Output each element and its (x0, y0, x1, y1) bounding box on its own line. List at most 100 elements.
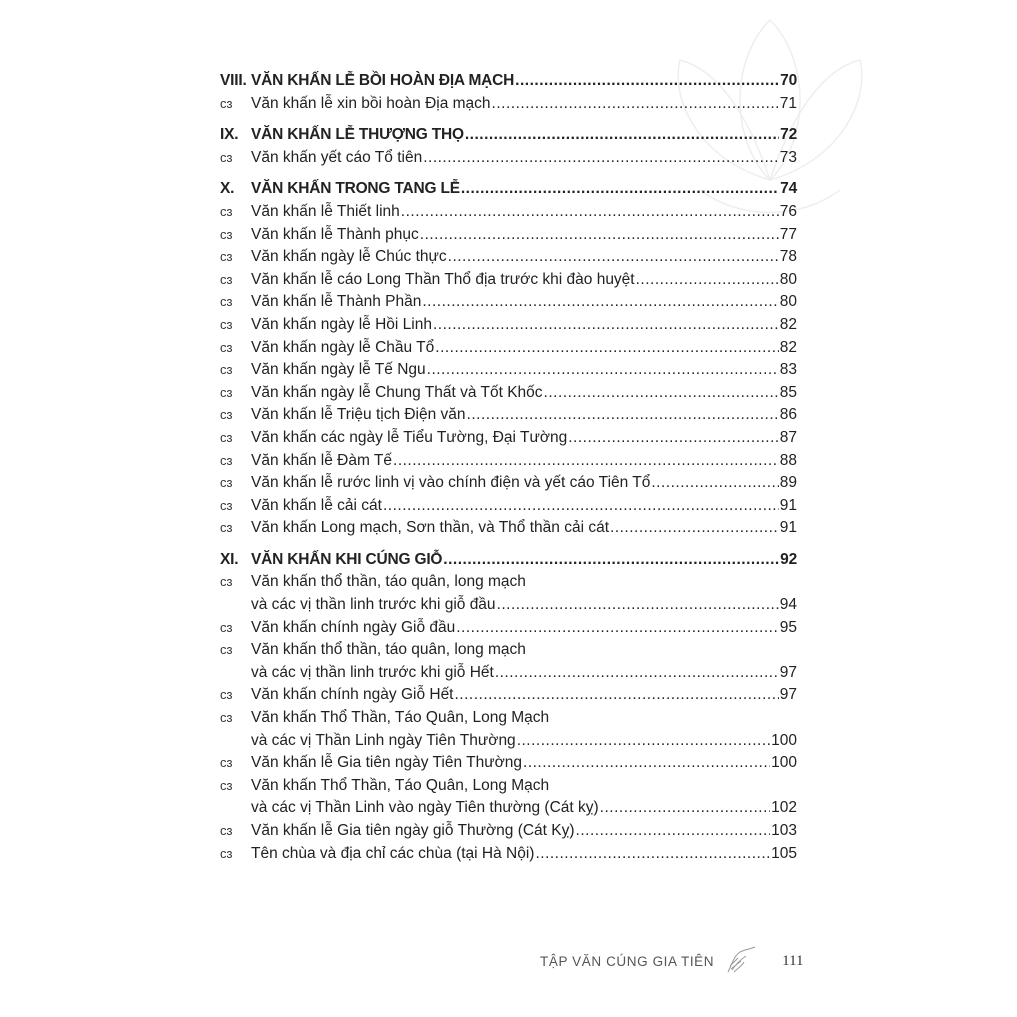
section-page: 92 (780, 550, 797, 568)
toc-entry[interactable]: cɜ Văn khấn chính ngày Giỗ Hết 97 (220, 684, 797, 707)
toc-entry[interactable]: cɜ Văn khấn ngày lễ Hồi Linh 82 (220, 314, 797, 337)
toc-entry[interactable]: cɜ Văn khấn lễ Thiết linh 76 (220, 201, 797, 224)
dot-leader (433, 314, 779, 337)
dot-leader (467, 404, 779, 427)
dot-leader (523, 752, 770, 775)
toc-entry[interactable]: cɜ Văn khấn lễ Gia tiên ngày Tiên Thường 1… (220, 752, 797, 775)
entry-line: cɜ Văn khấn thổ thần, táo quân, long mạch (220, 571, 797, 594)
toc-entry[interactable]: cɜ Văn khấn thổ thần, táo quân, long mạch… (220, 571, 797, 616)
ornament-bullet-icon: cɜ (220, 384, 233, 400)
entry-line: cɜ Văn khấn lễ xin bồi hoàn Địa mạch 71 (220, 93, 797, 116)
entry-title: Văn khấn ngày lễ Hồi Linh (251, 315, 432, 333)
toc-entry[interactable]: cɜ Văn khấn các ngày lễ Tiểu Tường, Đại T… (220, 427, 797, 450)
toc-entry[interactable]: cɜ Văn khấn Thổ Thần, Táo Quân, Long Mạch… (220, 707, 797, 752)
entry-line: cɜ Văn khấn ngày lễ Chầu Tổ 82 (220, 337, 797, 360)
entry-title: Văn khấn thổ thần, táo quân, long mạch (251, 573, 526, 591)
dot-leader (423, 147, 779, 170)
hand-incense-icon (727, 946, 756, 973)
entry-line: và các vị thần linh trước khi giỗ Hết 97 (220, 662, 797, 685)
section-page: 72 (780, 126, 797, 144)
toc-entry[interactable]: cɜ Văn khấn ngày lễ Chúc thực 78 (220, 246, 797, 269)
ornament-bullet-icon: cɜ (220, 203, 233, 219)
entry-title: Văn khấn yết cáo Tổ tiên (251, 148, 423, 166)
entry-title: Văn khấn lễ Gia tiên ngày giỗ Thường (Cá… (251, 822, 575, 839)
dot-leader (461, 178, 779, 201)
toc-entry[interactable]: cɜ Tên chùa và địa chỉ các chùa (tại Hà N… (220, 843, 797, 866)
ornament-bullet-icon: cɜ (220, 452, 233, 468)
page-number: 111 (782, 952, 804, 969)
ornament-bullet-icon: cɜ (220, 710, 233, 726)
entry-page: 91 (779, 496, 797, 514)
entry-line: cɜ Văn khấn lễ Thiết linh 76 (220, 201, 797, 224)
dot-leader (568, 427, 779, 450)
entry-line: cɜ Văn khấn các ngày lễ Tiểu Tường, Đại T… (220, 427, 797, 450)
section-number: X. (220, 180, 235, 198)
toc-entry[interactable]: cɜ Văn khấn lễ xin bồi hoàn Địa mạch 71 (220, 93, 797, 116)
entry-line: cɜ Văn khấn Thổ Thần, Táo Quân, Long Mạch (220, 707, 797, 730)
entry-title: Văn khấn các ngày lễ Tiểu Tường, Đại Tườ… (251, 428, 568, 446)
entry-line: cɜ Văn khấn lễ cải cát 91 (220, 495, 797, 518)
entry-line: cɜ Văn khấn thổ thần, táo quân, long mạch (220, 639, 797, 662)
entry-title: Văn khấn lễ cáo Long Thần Thổ địa trước … (251, 270, 635, 288)
entry-line: cɜ Văn khấn lễ Đàm Tế 88 (220, 450, 797, 473)
toc-entry[interactable]: cɜ Văn khấn ngày lễ Chầu Tổ 82 (220, 337, 797, 360)
entry-page: 71 (779, 94, 797, 112)
entry-title: Văn khấn Thổ Thần, Táo Quân, Long Mạch (251, 709, 550, 727)
entry-page: 103 (771, 822, 797, 839)
section-title: VĂN KHẤN TRONG TANG LỄ (251, 180, 460, 198)
ornament-bullet-icon: cɜ (220, 271, 233, 287)
dot-leader (427, 359, 779, 382)
dot-leader (651, 472, 778, 495)
toc-entry[interactable]: cɜ Văn khấn lễ cáo Long Thần Thổ địa trướ… (220, 269, 797, 292)
entry-line: cɜ Văn khấn lễ Thành phục 77 (220, 224, 797, 247)
entry-page: 100 (771, 754, 797, 772)
toc-entry[interactable]: cɜ Văn khấn lễ Gia tiên ngày giỗ Thường (… (220, 820, 797, 843)
ornament-bullet-icon: cɜ (220, 823, 233, 838)
ornament-bullet-icon: cɜ (220, 497, 233, 513)
toc-entry[interactable]: cɜ Văn khấn chính ngày Giỗ đầu 95 (220, 617, 797, 640)
dot-leader (465, 124, 779, 147)
toc-section: X. VĂN KHẤN TRONG TANG LỄ 74 cɜ Văn khấn lễ … (220, 178, 797, 540)
entry-page: 89 (779, 474, 797, 492)
dot-leader (448, 246, 779, 269)
dot-leader (610, 517, 779, 540)
dot-leader (495, 662, 779, 685)
ornament-bullet-icon: cɜ (220, 520, 233, 536)
entry-title: Văn khấn Thổ Thần, Táo Quân, Long Mạch (251, 776, 550, 794)
section-heading[interactable]: X. VĂN KHẤN TRONG TANG LỄ 74 (220, 178, 797, 201)
ornament-bullet-icon: cɜ (220, 475, 233, 491)
entry-title: và các vị thần linh trước khi giỗ Hết (251, 663, 494, 681)
toc-entry[interactable]: cɜ Văn khấn yết cáo Tổ tiên 73 (220, 147, 797, 170)
entry-title: Văn khấn lễ xin bồi hoàn Địa mạch (251, 94, 491, 112)
entry-line: cɜ Văn khấn lễ rước linh vị vào chính điệ… (220, 472, 797, 495)
toc-entry[interactable]: cɜ Văn khấn lễ rước linh vị vào chính điệ… (220, 472, 797, 495)
section-heading[interactable]: VIII.VĂN KHẤN LỄ BỒI HOÀN ĐỊA MẠCH 70 (220, 70, 797, 93)
toc-entry[interactable]: cɜ Văn khấn Thổ Thần, Táo Quân, Long Mạch… (220, 775, 797, 820)
dot-leader (600, 797, 770, 820)
entry-page: 73 (779, 148, 797, 166)
toc-entry[interactable]: cɜ Văn khấn ngày lễ Tế Ngu 83 (220, 359, 797, 382)
entry-line: cɜ Văn khấn lễ cáo Long Thần Thổ địa trướ… (220, 269, 797, 292)
toc-entry[interactable]: cɜ Văn khấn lễ cải cát 91 (220, 495, 797, 518)
toc-section: IX. VĂN KHẤN LỄ THƯỢNG THỌ 72 cɜ Văn khấn yế… (220, 124, 797, 169)
toc-entry[interactable]: cɜ Văn khấn lễ Đàm Tế 88 (220, 450, 797, 473)
entry-title: Văn khấn lễ Thành phục (251, 225, 419, 243)
section-title: VĂN KHẤN KHI CÚNG GIỖ (251, 550, 443, 568)
section-heading[interactable]: XI. VĂN KHẤN KHI CÚNG GIỖ 92 (220, 549, 797, 572)
toc-entry[interactable]: cɜ Văn khấn Long mạch, Sơn thần, và Thổ t… (220, 517, 797, 540)
toc-entry[interactable]: cɜ Văn khấn thổ thần, táo quân, long mạch… (220, 639, 797, 684)
entry-title: Văn khấn chính ngày Giỗ đầu (251, 618, 456, 636)
entry-page: 86 (779, 406, 797, 424)
entry-line: cɜ Văn khấn ngày lễ Hồi Linh 82 (220, 314, 797, 337)
ornament-bullet-icon: cɜ (220, 777, 233, 793)
entry-page: 77 (779, 225, 797, 243)
toc-entry[interactable]: cɜ Văn khấn lễ Triệu tịch Điện văn 86 (220, 404, 797, 427)
toc-entry[interactable]: cɜ Văn khấn lễ Thành phục 77 (220, 224, 797, 247)
ornament-bullet-icon: cɜ (220, 339, 233, 355)
ornament-bullet-icon: cɜ (220, 362, 233, 378)
dot-leader (515, 70, 779, 93)
toc-entry[interactable]: cɜ Văn khấn ngày lễ Chung Thất và Tốt Khố… (220, 382, 797, 405)
entry-line: và các vị Thần Linh vào ngày Tiên thường… (220, 797, 797, 820)
toc-entry[interactable]: cɜ Văn khấn lễ Thành Phần 80 (220, 291, 797, 314)
section-heading[interactable]: IX. VĂN KHẤN LỄ THƯỢNG THỌ 72 (220, 124, 797, 147)
